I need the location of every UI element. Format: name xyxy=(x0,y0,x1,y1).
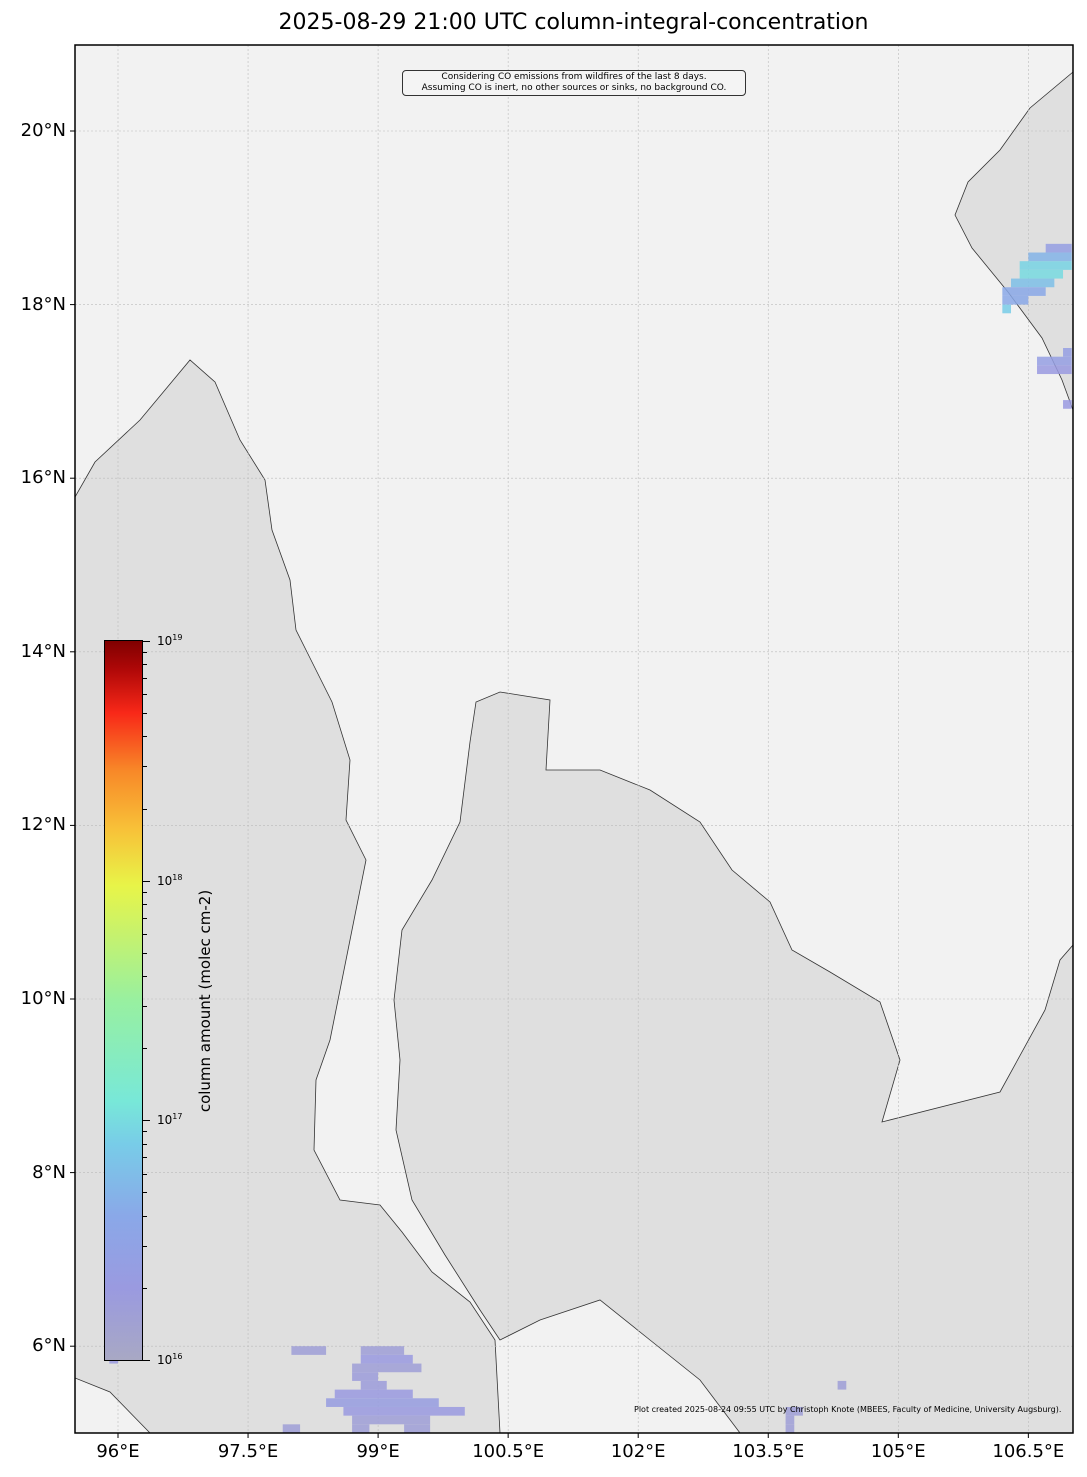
colorbar-minor-tick xyxy=(143,1143,147,1145)
plume-cell xyxy=(352,1372,379,1381)
plume-cell xyxy=(360,1354,413,1364)
tick-exponent: 18 xyxy=(172,872,183,882)
colorbar-minor-tick xyxy=(143,651,147,653)
colorbar-major-tick xyxy=(143,641,150,642)
colorbar-minor-tick xyxy=(143,903,147,905)
colorbar-minor-tick xyxy=(143,1287,147,1289)
annotation-line-1: Considering CO emissions from wildfires … xyxy=(441,72,707,82)
colorbar-major-tick xyxy=(143,1120,150,1122)
plume-cell xyxy=(334,1389,413,1399)
tick-base: 10 xyxy=(157,1113,173,1128)
plume-cell xyxy=(1002,287,1046,296)
lat-tick-label: 16°N xyxy=(20,467,66,489)
credit-text: Plot created 2025-08-24 09:55 UTC by Chr… xyxy=(634,1405,1062,1414)
plume-cell xyxy=(1063,400,1072,409)
colorbar-minor-tick xyxy=(143,694,147,696)
colorbar-label: column amount (molec cm-2) xyxy=(196,889,214,1113)
colorbar-minor-tick xyxy=(143,1192,147,1194)
colorbar-tick-label: 1019 xyxy=(157,633,182,648)
lon-tick-label: 105°E xyxy=(870,1441,926,1462)
lat-tick-label: 14°N xyxy=(20,640,66,662)
colorbar-minor-tick xyxy=(143,1215,147,1217)
colorbar-minor-tick xyxy=(143,1048,147,1050)
plume-cell xyxy=(360,1346,405,1355)
colorbar-minor-tick xyxy=(143,808,147,810)
lon-tick-label: 100.5°E xyxy=(472,1441,545,1462)
tick-base: 10 xyxy=(157,873,173,888)
colorbar-tick-label: 1018 xyxy=(157,873,182,888)
lat-tick-label: 20°N xyxy=(20,120,66,141)
plume-cell xyxy=(360,1380,387,1390)
plume-cell xyxy=(1037,356,1072,366)
colorbar-tick-label: 1016 xyxy=(157,1352,182,1367)
colorbar xyxy=(104,640,143,1361)
colorbar-major-tick xyxy=(143,1360,150,1361)
plume-cell xyxy=(1002,304,1012,314)
plume-cell xyxy=(785,1424,795,1433)
colorbar-minor-tick xyxy=(143,1131,147,1133)
lat-tick-label: 18°N xyxy=(20,293,66,315)
plume-cell xyxy=(1045,243,1072,253)
colorbar-tick-label: 1017 xyxy=(157,1112,182,1127)
plume-cell xyxy=(282,1424,301,1433)
plume-cell xyxy=(352,1363,422,1373)
plot-title: 2025-08-29 21:00 UTC column-integral-con… xyxy=(278,10,869,35)
tick-exponent: 17 xyxy=(172,1112,183,1122)
plume-cell xyxy=(343,1406,465,1416)
plume-cell xyxy=(1063,348,1072,357)
lon-tick-label: 96°E xyxy=(96,1441,140,1462)
tick-base: 10 xyxy=(157,634,173,648)
plume-cell xyxy=(785,1406,803,1416)
plume-cell xyxy=(1028,252,1072,262)
plume-cell xyxy=(1002,295,1029,305)
lon-tick-label: 106.5°E xyxy=(992,1441,1065,1462)
plume-cell xyxy=(404,1424,431,1433)
tick-exponent: 19 xyxy=(172,633,183,642)
colorbar-minor-tick xyxy=(143,1005,147,1007)
colorbar-minor-tick xyxy=(143,891,147,893)
plume-cell xyxy=(1037,365,1072,375)
gulf-of-tonkin xyxy=(954,71,1073,411)
colorbar-minor-tick xyxy=(143,917,147,919)
colorbar-minor-tick xyxy=(143,713,147,715)
lon-tick-label: 97.5°E xyxy=(217,1441,279,1462)
colorbar-minor-tick xyxy=(143,736,147,738)
colorbar-minor-tick xyxy=(143,933,147,935)
lat-tick-label: 12°N xyxy=(20,814,66,836)
plume-cell xyxy=(291,1346,327,1355)
plume-cell xyxy=(1019,269,1064,279)
gulf-of-thailand xyxy=(393,691,1073,1433)
lat-tick-label: 8°N xyxy=(32,1161,66,1183)
tick-exponent: 16 xyxy=(172,1352,183,1361)
lat-tick-label: 6°N xyxy=(32,1335,66,1357)
plume-cell xyxy=(352,1424,370,1433)
colorbar-minor-tick xyxy=(143,952,147,954)
annotation-line-2: Assuming CO is inert, no other sources o… xyxy=(421,83,727,93)
tick-base: 10 xyxy=(157,1353,173,1367)
colorbar-minor-tick xyxy=(143,664,147,666)
plume-cells xyxy=(109,243,1072,1433)
colorbar-major-tick xyxy=(143,880,150,882)
plume-cell xyxy=(1019,261,1072,270)
plot-frame xyxy=(74,44,1074,1434)
plume-cell xyxy=(1011,278,1055,288)
colorbar-minor-tick xyxy=(143,1173,147,1175)
andaman-sea xyxy=(75,359,501,1433)
lon-tick-label: 103.5°E xyxy=(732,1441,805,1462)
plume-cell xyxy=(326,1398,439,1407)
colorbar-minor-tick xyxy=(143,1245,147,1247)
plume-cell xyxy=(785,1415,795,1425)
lon-tick-label: 99°E xyxy=(356,1441,400,1462)
annotation-box: Considering CO emissions from wildfires … xyxy=(402,70,746,96)
plume-cell xyxy=(352,1415,431,1425)
colorbar-minor-tick xyxy=(143,678,147,680)
colorbar-minor-tick xyxy=(143,1157,147,1159)
lon-tick-label: 102°E xyxy=(610,1441,666,1462)
colorbar-minor-tick xyxy=(143,766,147,768)
colorbar-minor-tick xyxy=(143,976,147,978)
lat-tick-label: 10°N xyxy=(20,988,66,1009)
plume-cell xyxy=(837,1380,847,1390)
axis-ticks xyxy=(70,130,1029,1438)
